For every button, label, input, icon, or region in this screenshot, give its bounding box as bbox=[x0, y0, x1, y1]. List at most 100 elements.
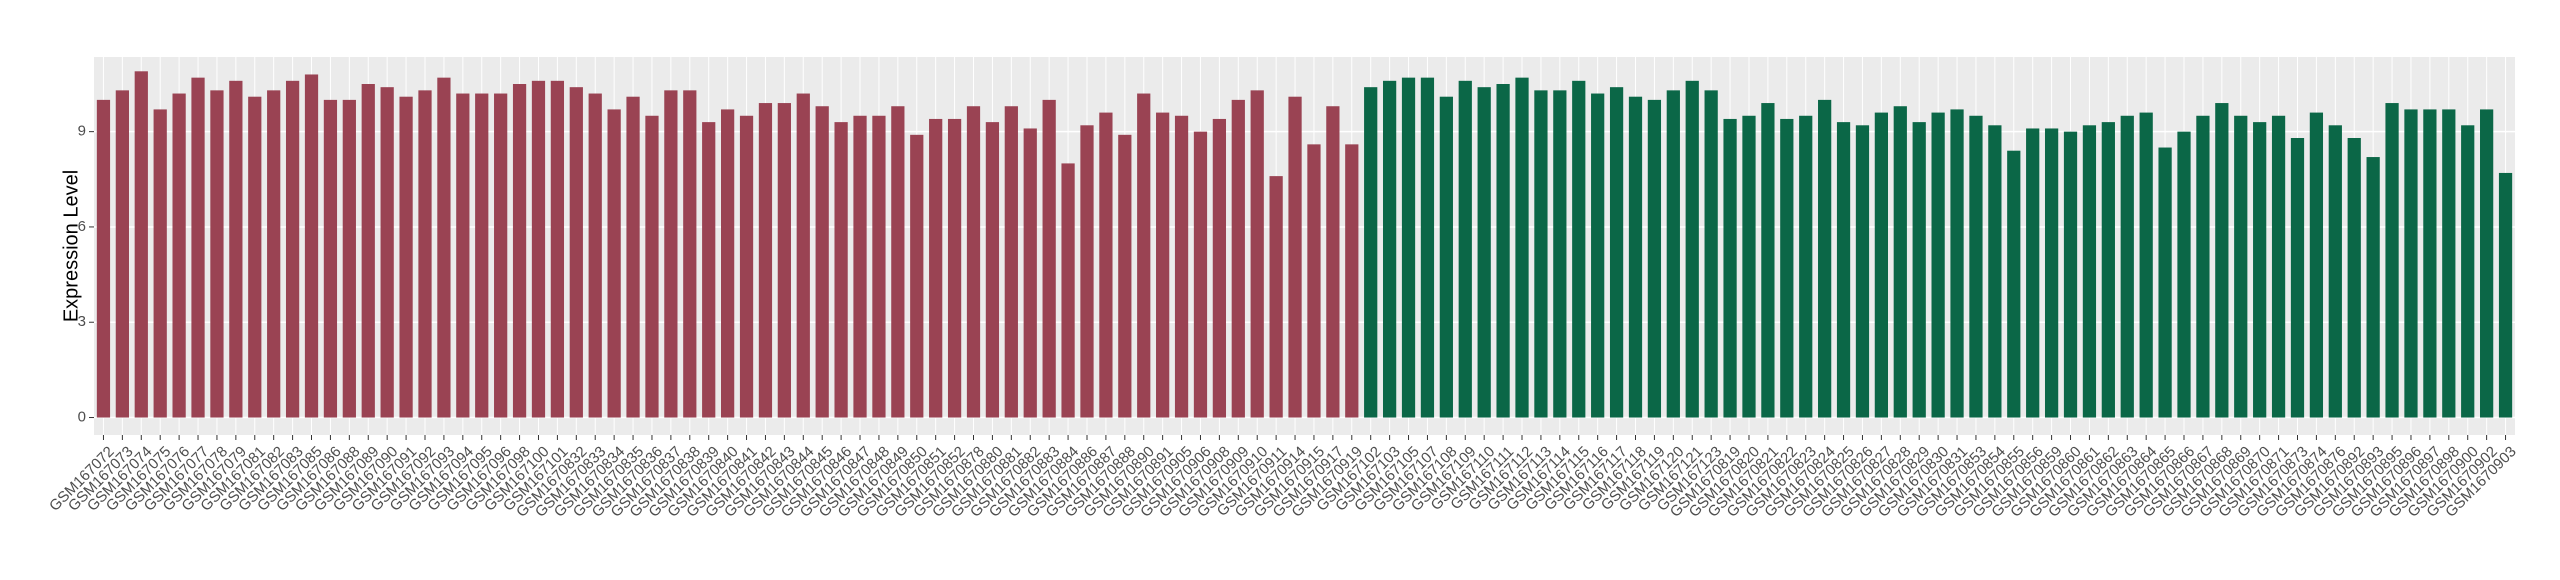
y-tick-label: 9 bbox=[78, 123, 86, 140]
bar bbox=[1874, 112, 1888, 418]
bar bbox=[361, 84, 375, 418]
bar bbox=[134, 71, 148, 418]
bar bbox=[2234, 115, 2248, 418]
bar bbox=[891, 106, 905, 418]
bar bbox=[1912, 122, 1926, 418]
bar bbox=[267, 90, 281, 418]
bar bbox=[1193, 131, 1208, 418]
bar bbox=[304, 74, 319, 418]
bar bbox=[645, 115, 659, 418]
bar bbox=[229, 80, 243, 418]
bar bbox=[2480, 109, 2494, 418]
bar bbox=[210, 90, 224, 418]
bar bbox=[2215, 103, 2229, 418]
bar bbox=[1742, 115, 1756, 418]
bar bbox=[1799, 115, 1813, 418]
bar bbox=[815, 106, 829, 418]
bar bbox=[2290, 138, 2305, 418]
bar bbox=[1080, 125, 1094, 418]
bar bbox=[1477, 87, 1491, 418]
bar bbox=[342, 99, 356, 418]
bar bbox=[2442, 109, 2456, 418]
bar bbox=[285, 80, 300, 418]
bar bbox=[1931, 112, 1945, 418]
y-tick-label: 3 bbox=[78, 313, 86, 330]
bar bbox=[2120, 115, 2134, 418]
bar bbox=[2158, 147, 2172, 418]
bar bbox=[796, 93, 810, 418]
bar bbox=[1704, 90, 1718, 418]
bar bbox=[929, 118, 943, 418]
bar bbox=[1950, 109, 1964, 418]
bar bbox=[2101, 122, 2115, 418]
bar bbox=[2177, 131, 2191, 418]
bar bbox=[1780, 118, 1794, 418]
bar bbox=[399, 96, 413, 418]
bar bbox=[2461, 125, 2475, 418]
bar bbox=[2328, 125, 2342, 418]
y-tick-label: 0 bbox=[78, 408, 86, 425]
bar bbox=[1307, 144, 1321, 418]
bar bbox=[1628, 96, 1643, 418]
bar bbox=[777, 103, 791, 418]
bar bbox=[96, 99, 111, 418]
bar bbox=[2347, 138, 2361, 418]
bar bbox=[569, 87, 583, 418]
bar bbox=[1269, 176, 1283, 418]
bar bbox=[2007, 150, 2021, 418]
bar bbox=[475, 93, 489, 418]
bar bbox=[1439, 96, 1453, 418]
bar bbox=[1099, 112, 1113, 418]
bar bbox=[2063, 131, 2078, 418]
bar bbox=[1496, 84, 1510, 418]
bar bbox=[1004, 106, 1018, 418]
bar bbox=[1212, 118, 1227, 418]
bar bbox=[947, 118, 962, 418]
bar bbox=[664, 90, 678, 418]
bar bbox=[512, 84, 527, 418]
bar bbox=[2309, 112, 2324, 418]
bar bbox=[2366, 157, 2380, 418]
bar bbox=[1061, 163, 1075, 418]
bar bbox=[172, 93, 186, 418]
bar bbox=[1288, 96, 1302, 418]
bar bbox=[853, 115, 867, 418]
bar bbox=[494, 93, 508, 418]
bar bbox=[607, 109, 621, 418]
bar bbox=[910, 134, 924, 418]
bar bbox=[1345, 144, 1359, 418]
bar bbox=[1553, 90, 1567, 418]
bar bbox=[2271, 115, 2286, 418]
y-tick-label: 6 bbox=[78, 218, 86, 235]
bar bbox=[739, 115, 754, 418]
bar bbox=[1685, 80, 1699, 418]
bar bbox=[2139, 112, 2153, 418]
bar bbox=[2082, 125, 2097, 418]
bar bbox=[683, 90, 697, 418]
bar bbox=[1023, 128, 1037, 418]
bar bbox=[966, 106, 981, 418]
bar bbox=[550, 80, 565, 418]
bar bbox=[758, 103, 773, 418]
bar bbox=[115, 90, 129, 418]
bar bbox=[2026, 128, 2040, 418]
bar bbox=[1818, 99, 1832, 418]
bar bbox=[1042, 99, 1056, 418]
bar bbox=[834, 122, 848, 418]
bar bbox=[588, 93, 602, 418]
bar bbox=[2423, 109, 2437, 418]
bar bbox=[2385, 103, 2399, 418]
bar bbox=[1855, 125, 1870, 418]
bar bbox=[2498, 172, 2513, 418]
bar bbox=[1515, 77, 1529, 418]
bar bbox=[1364, 87, 1378, 418]
bar bbox=[1666, 90, 1680, 418]
bar bbox=[1250, 90, 1264, 418]
bar bbox=[1647, 99, 1662, 418]
bar bbox=[1382, 80, 1397, 418]
bar bbox=[1420, 77, 1435, 418]
bar bbox=[1591, 93, 1605, 418]
bar bbox=[418, 90, 432, 418]
bar bbox=[1723, 118, 1737, 418]
